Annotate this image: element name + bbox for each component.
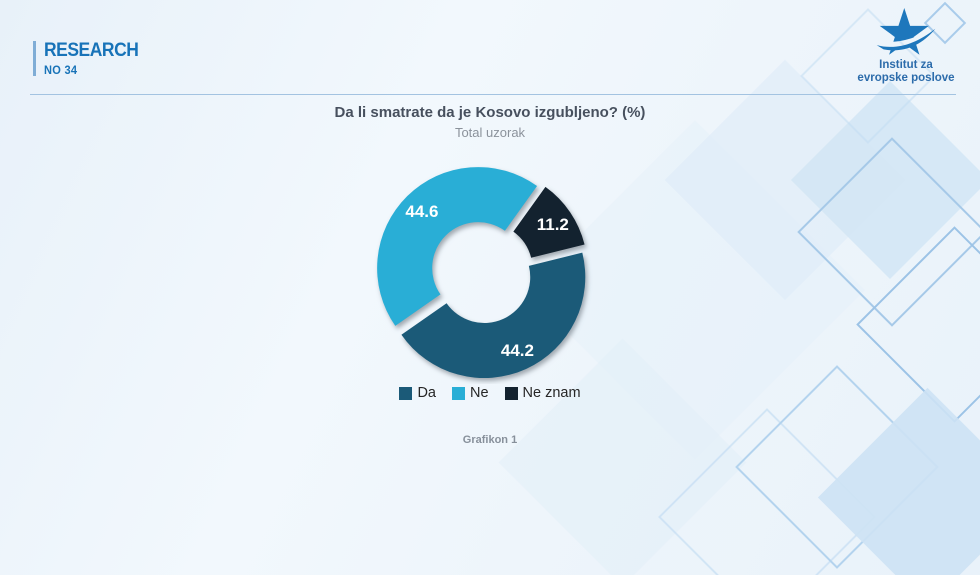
bg-diamond bbox=[664, 59, 906, 301]
legend-label: Ne bbox=[469, 385, 489, 401]
pie-slice-ne-znam bbox=[513, 186, 585, 258]
legend-label: Ne znam bbox=[522, 385, 581, 401]
institute-logo: Institut za evropske poslove bbox=[838, 8, 974, 85]
pie-data-label-ne-znam: 11.2 bbox=[537, 215, 569, 234]
legend-swatch-icon bbox=[504, 387, 518, 400]
chart-legend: Da Ne Ne znam bbox=[0, 386, 980, 401]
legend-swatch-icon bbox=[451, 387, 465, 400]
chart-subtitle: Total uzorak bbox=[454, 125, 526, 140]
star-logo-icon bbox=[876, 8, 936, 55]
legend-label: Da bbox=[417, 385, 436, 401]
brand-title: RESEARCH bbox=[44, 40, 139, 61]
chart-title: Da li smatrate da je Kosovo izgubljeno? … bbox=[334, 104, 646, 121]
legend-item-da: Da bbox=[399, 386, 436, 401]
pie-data-label-da: 44.2 bbox=[501, 341, 534, 360]
header-divider bbox=[30, 94, 956, 95]
brand-issue-number: NO 34 bbox=[44, 63, 78, 77]
bg-diamond bbox=[817, 387, 980, 575]
legend-item-ne-znam: Ne znam bbox=[504, 385, 581, 401]
bg-diamond bbox=[797, 137, 980, 327]
pie-data-label-ne: 44.6 bbox=[405, 202, 438, 221]
legend-item-ne: Ne bbox=[451, 385, 489, 401]
logo-text-line1: Institut za bbox=[879, 59, 933, 71]
pie-slice-da bbox=[401, 252, 586, 379]
pie-slice-ne bbox=[377, 167, 538, 326]
brand-block: RESEARCH NO 34 bbox=[33, 41, 147, 76]
donut-chart: 44.2 44.6 11.2 bbox=[377, 167, 586, 379]
logo-text-line2: evropske poslove bbox=[857, 72, 955, 84]
legend-swatch-icon bbox=[399, 387, 413, 400]
chart-caption: Grafikon 1 bbox=[462, 434, 518, 446]
